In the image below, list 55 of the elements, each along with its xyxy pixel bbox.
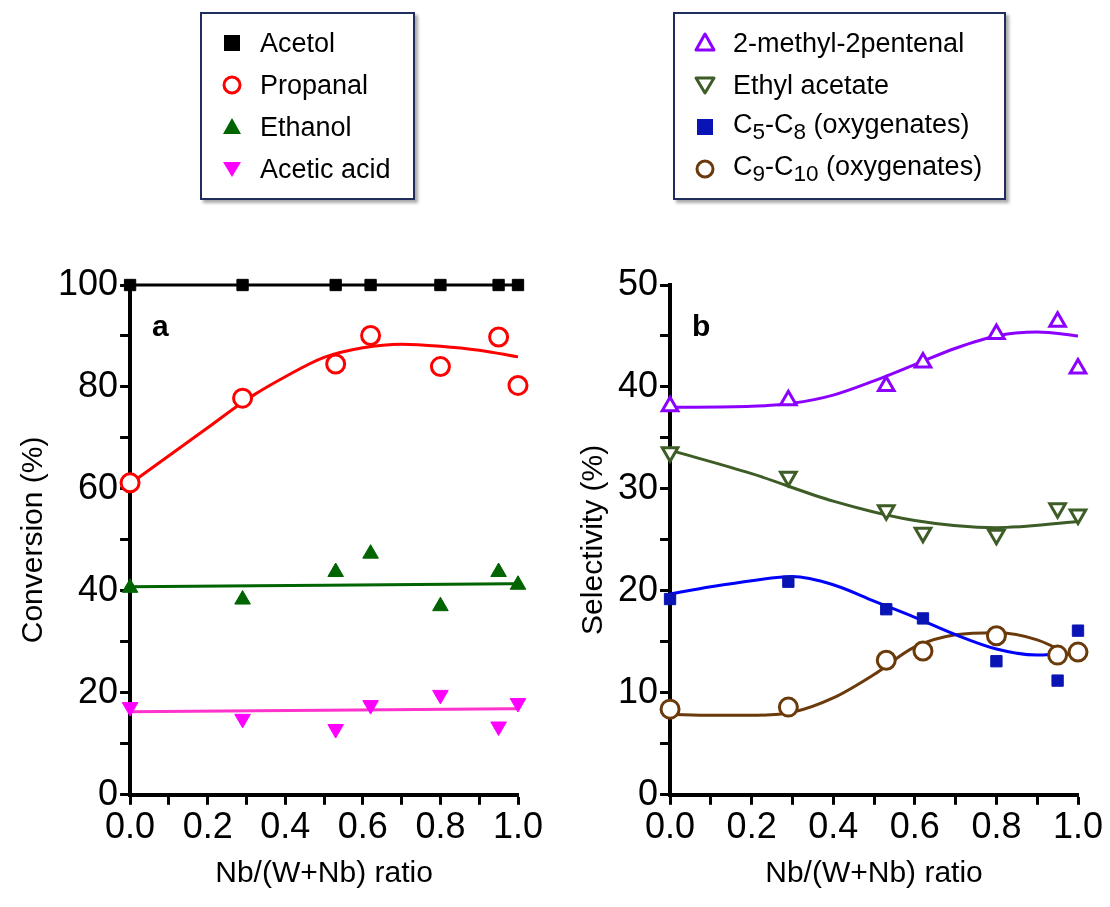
x-tick-label: 0.8	[415, 805, 466, 847]
point	[1048, 311, 1067, 328]
y-axis-title: Selectivity (%)	[575, 444, 609, 635]
y-tick-label: 10	[618, 669, 659, 711]
x-tick-label: 0.2	[726, 805, 777, 847]
x-tick-label: 0.4	[260, 805, 311, 847]
y-tick-label: 50	[618, 261, 659, 303]
point	[913, 351, 933, 369]
point	[990, 655, 1003, 668]
legend-label: Acetol	[260, 27, 336, 59]
point	[782, 575, 795, 588]
x-axis-title: Nb/(W+Nb) ratio	[215, 855, 433, 889]
y-tick-label: 60	[78, 465, 119, 507]
y-tick-label: 40	[78, 567, 119, 609]
annotation: b	[692, 309, 711, 343]
point	[1067, 641, 1089, 663]
legend-label: Ethanol	[260, 111, 352, 143]
point	[916, 612, 930, 625]
point	[660, 395, 680, 413]
legend-label: C$_{5}$-C$_{8}$ (oxygenates)	[733, 108, 970, 146]
point	[659, 698, 681, 720]
point	[1071, 624, 1085, 637]
point	[1047, 644, 1069, 666]
point	[779, 389, 798, 407]
y-axis-title: Conversion (%)	[15, 436, 49, 644]
x-tick-label: 0.4	[808, 805, 859, 847]
point	[777, 696, 799, 718]
y-tick-label: 80	[78, 363, 119, 405]
point	[875, 649, 897, 671]
point	[985, 625, 1007, 647]
legend-label: Ethyl acetate	[733, 69, 890, 101]
point	[987, 323, 1006, 340]
legend-label: 2-methyl-2pentenal	[733, 27, 965, 59]
legend-label: Propanal	[260, 69, 369, 101]
x-axis-title: Nb/(W+Nb) ratio	[765, 855, 983, 889]
x-tick-label: 0.8	[971, 805, 1022, 847]
x-tick-label: 0.6	[337, 805, 388, 847]
x-tick-label: 1.0	[492, 805, 544, 847]
point	[663, 592, 677, 606]
legend-label: Acetic acid	[260, 153, 391, 185]
y-tick-label: 20	[78, 669, 119, 711]
x-tick-label: 0.2	[182, 805, 233, 847]
point	[1051, 674, 1064, 687]
y-tick-label: 30	[618, 465, 659, 507]
x-tick-label: 1.0	[1052, 805, 1104, 847]
y-tick-label: 40	[618, 363, 659, 405]
point	[880, 603, 893, 616]
y-tick-label: 100	[57, 261, 119, 303]
point	[1068, 358, 1088, 375]
legend-label: C$_{9}$-C$_{10}$ (oxygenates)	[733, 150, 983, 188]
y-tick-label: 20	[618, 567, 659, 609]
point	[912, 640, 934, 662]
x-tick-label: 0.6	[889, 805, 940, 847]
point	[876, 375, 896, 392]
annotation: a	[152, 309, 170, 343]
